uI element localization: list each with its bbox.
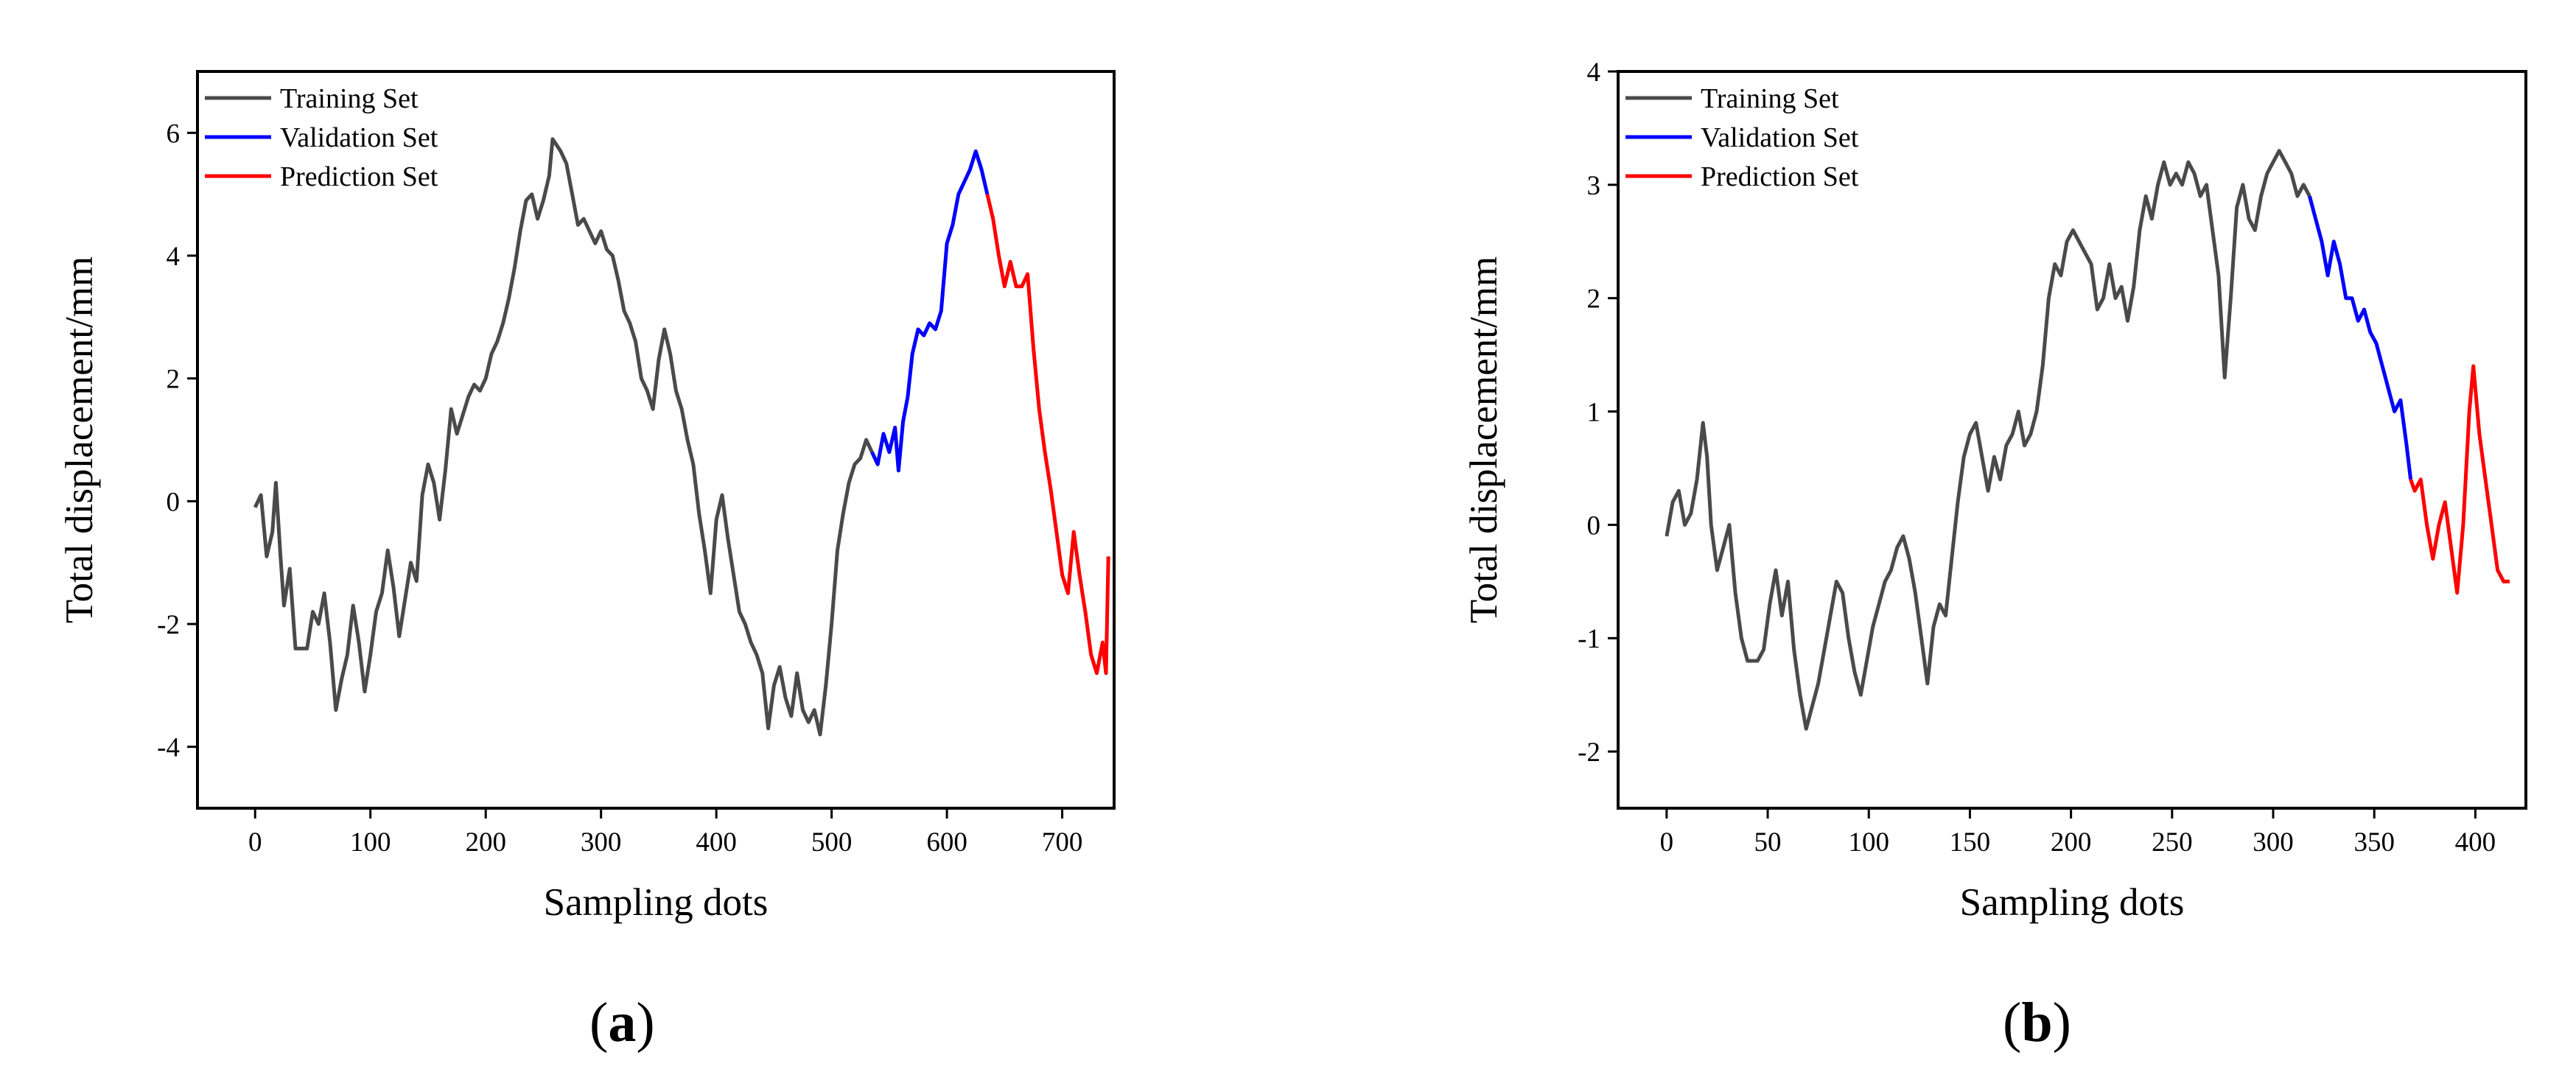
y-tick-label-b-1: -1 <box>1578 624 1600 654</box>
series-line-validation-a <box>870 149 990 473</box>
panel-label-a: a <box>608 992 637 1054</box>
series-line-training-b <box>1665 149 2311 731</box>
legend-label-validation-a: Validation Set <box>280 122 438 153</box>
y-tick-label-a-1: -2 <box>157 610 180 640</box>
y-tick-label-b-5: 3 <box>1587 171 1601 201</box>
legend-label-prediction-b: Prediction Set <box>1701 161 1859 192</box>
series-line-prediction-b <box>2409 364 2510 595</box>
legend-label-prediction-a: Prediction Set <box>280 161 438 192</box>
y-tick-label-b-2: 0 <box>1587 511 1601 541</box>
y-tick-label-a-3: 2 <box>167 365 181 395</box>
y-tick-label-b-4: 2 <box>1587 284 1601 315</box>
chart-panel-a: 0 100 200 300 400 500 600 700 -4 -2 0 2 4 6 Sampling d… <box>58 70 1116 1054</box>
x-tick-label-a-4: 400 <box>696 827 737 858</box>
panel-caption-a: (a) <box>589 992 655 1054</box>
x-tick-label-a-0: 0 <box>248 827 262 858</box>
chart-panel-b: 0 50 100 150 200 250 300 350 400 -2 -1 0 1 2 3 4 Samplin… <box>1288 0 2576 1083</box>
x-tick-label-b-0: 0 <box>1660 827 1674 858</box>
y-tick-label-b-0: -2 <box>1578 737 1600 768</box>
legend-label-training-a: Training Set <box>280 83 419 114</box>
line-chart-b: 0 50 100 150 200 250 300 350 400 -2 -1 0 1 2 3 4 Samplin… <box>1463 57 2527 924</box>
plot-frame-a <box>196 70 1116 810</box>
panel-label-b: b <box>2021 992 2053 1054</box>
y-tick-label-a-2: 0 <box>167 487 181 517</box>
series-line-prediction-a <box>985 194 1110 676</box>
series-line-training-a <box>253 137 874 737</box>
x-tick-label-b-7: 350 <box>2353 827 2395 858</box>
y-axis-title-a: Total displacement/mm <box>58 256 101 623</box>
y-axis-title-b: Total displacement/mm <box>1463 256 1505 623</box>
x-axis-title-a: Sampling dots <box>544 881 769 924</box>
x-tick-label-b-5: 250 <box>2152 827 2193 858</box>
x-tick-label-a-3: 300 <box>581 827 622 858</box>
x-tick-label-b-2: 100 <box>1848 827 1889 858</box>
x-tick-label-b-6: 300 <box>2253 827 2294 858</box>
x-tick-label-a-1: 100 <box>350 827 391 858</box>
legend-label-training-b: Training Set <box>1701 83 1839 114</box>
x-tick-label-b-8: 400 <box>2455 827 2496 858</box>
panel-caption-b: (b) <box>2003 992 2071 1054</box>
x-tick-label-b-1: 50 <box>1754 827 1782 858</box>
y-tick-label-a-0: -4 <box>157 733 180 763</box>
x-tick-label-a-6: 600 <box>926 827 967 858</box>
series-line-validation-b <box>2307 195 2413 480</box>
y-tick-label-a-5: 6 <box>167 119 181 149</box>
line-chart-a: 0 100 200 300 400 500 600 700 -4 -2 0 2 4 6 Sampling d… <box>58 70 1116 924</box>
y-tick-label-b-6: 4 <box>1587 57 1601 88</box>
x-axis-title-b: Sampling dots <box>1960 881 2185 924</box>
x-tick-label-a-7: 700 <box>1042 827 1083 858</box>
legend-label-validation-b: Validation Set <box>1701 122 1859 153</box>
y-tick-label-b-3: 1 <box>1587 398 1601 428</box>
x-tick-label-a-2: 200 <box>465 827 506 858</box>
y-tick-label-a-4: 4 <box>167 242 181 272</box>
x-tick-label-b-4: 200 <box>2051 827 2092 858</box>
x-tick-label-b-3: 150 <box>1950 827 1991 858</box>
x-tick-label-a-5: 500 <box>811 827 853 858</box>
